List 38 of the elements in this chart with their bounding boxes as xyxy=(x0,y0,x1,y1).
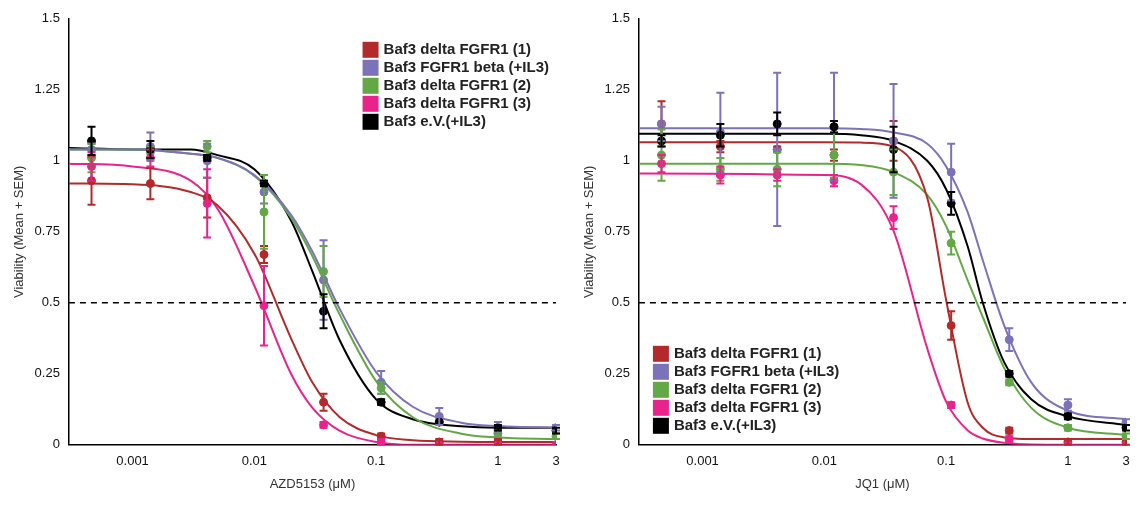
y-tick-label: 0 xyxy=(622,436,630,452)
x-tick-label: 0.001 xyxy=(116,453,149,469)
legend-label: Baf3 delta FGFR1 (2) xyxy=(383,75,532,93)
x-tick-label: 0.001 xyxy=(686,453,719,469)
legend-label: Baf3 delta FGFR1 (3) xyxy=(383,93,532,111)
x-tick-label: 1 xyxy=(1064,453,1072,469)
x-tick-label: 0.01 xyxy=(241,453,268,469)
y-tick-label: 1.25 xyxy=(34,81,60,97)
y-tick-label: 1.5 xyxy=(611,10,630,26)
y-tick-label: 0.5 xyxy=(41,294,60,310)
legend-label: Baf3 FGFR1 beta (+IL3) xyxy=(383,57,550,75)
legend-label: Baf3 delta FGFR1 (2) xyxy=(673,379,822,397)
y-tick-label: 0.5 xyxy=(611,294,630,310)
y-tick-label: 1.5 xyxy=(41,10,60,26)
legend-label: Baf3 delta FGFR1 (1) xyxy=(673,343,822,361)
y-axis-title: Viability (Mean + SEM) xyxy=(581,165,597,298)
x-tick-label: 0.1 xyxy=(367,453,386,469)
legend-label: Baf3 delta FGFR1 (1) xyxy=(383,39,532,57)
y-tick-label: 0.75 xyxy=(34,223,60,239)
legend-label: Baf3 FGFR1 beta (+IL3) xyxy=(673,361,840,379)
x-tick-label: 0.01 xyxy=(811,453,838,469)
legend-label: Baf3 e.V.(+IL3) xyxy=(383,111,486,129)
y-axis-title: Viability (Mean + SEM) xyxy=(11,165,27,298)
y-tick-label: 0 xyxy=(52,436,60,452)
y-tick-label: 1.25 xyxy=(604,81,630,97)
x-tick-label: 3 xyxy=(552,453,560,469)
x-axis-title: AZD5153 (μM) xyxy=(269,475,356,491)
y-tick-label: 0.25 xyxy=(604,365,630,381)
x-tick-label: 1 xyxy=(494,453,502,469)
legend-label: Baf3 e.V.(+IL3) xyxy=(673,415,777,433)
y-tick-label: 0.25 xyxy=(34,365,60,381)
legend-label: Baf3 delta FGFR1 (3) xyxy=(673,397,822,415)
y-tick-label: 1 xyxy=(622,152,630,168)
x-axis-title: JQ1 (μM) xyxy=(855,475,910,491)
x-tick-label: 3 xyxy=(1122,453,1130,469)
y-tick-label: 1 xyxy=(52,152,60,168)
x-tick-label: 0.1 xyxy=(937,453,956,469)
y-tick-label: 0.75 xyxy=(604,223,630,239)
